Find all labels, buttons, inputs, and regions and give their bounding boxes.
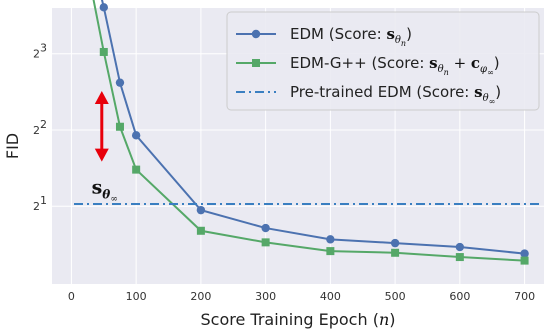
y-tick-exponent-4: 2 — [40, 118, 47, 131]
x-tick-label-600: 600 — [449, 290, 470, 303]
y-tick-label-8: 2 — [33, 48, 40, 61]
series-line-edm-gpp — [92, 0, 525, 262]
point-edm-100 — [131, 131, 141, 140]
y-axis-label: FID — [3, 133, 22, 159]
x-tick-label-400: 400 — [320, 290, 341, 303]
legend-marker-edm — [251, 29, 261, 39]
y-tick-labels: 21222324 — [33, 42, 47, 213]
legend: EDM (Score: sθn) EDM-G++ (Score: sθn + c… — [226, 11, 540, 111]
point-edm-50 — [99, 3, 108, 12]
legend-item-pretrained: Pre-trained EDM (Score: sθ∞) — [290, 83, 501, 106]
point-edm-300 — [261, 223, 270, 233]
legend-box — [226, 11, 540, 111]
x-tick-label-700: 700 — [514, 290, 535, 303]
x-axis-label-var: n — [379, 310, 389, 329]
x-tick-label-500: 500 — [385, 290, 406, 303]
point-edm-gpp-600 — [455, 253, 464, 262]
x-tick-labels: 0 100 200 300 400 500 600 700 — [68, 290, 535, 303]
y-tick-label-4: 2 — [33, 124, 40, 137]
point-edm-gpp-300 — [261, 238, 270, 247]
legend-marker-edm-gpp — [252, 59, 260, 67]
x-tick-label-100: 100 — [126, 290, 147, 303]
arrow-head-up — [94, 90, 109, 104]
y-tick-exponent-8: 3 — [40, 42, 47, 55]
x-axis-label-close: ) — [389, 310, 395, 329]
x-axis-label: Score Training Epoch (n) — [201, 310, 396, 329]
y-tick-label-2: 2 — [33, 200, 40, 213]
x-tick-label-300: 300 — [255, 290, 276, 303]
point-edm-700 — [520, 249, 529, 258]
point-edm-gpp-100 — [132, 165, 141, 174]
arrow-head-down — [94, 148, 109, 162]
point-edm-gpp-500 — [391, 248, 400, 257]
point-edm-gpp-400 — [326, 247, 335, 256]
point-edm-gpp-75 — [115, 122, 124, 131]
red-double-arrow — [94, 90, 109, 162]
point-edm-gpp-200 — [196, 226, 205, 235]
x-tick-label-0: 0 — [68, 290, 75, 303]
series-layer — [74, 0, 539, 265]
x-tick-label-200: 200 — [190, 290, 211, 303]
point-edm-gpp-50 — [99, 47, 108, 56]
point-edm-75 — [115, 78, 125, 87]
x-axis-label-main: Score Training Epoch ( — [201, 310, 379, 329]
point-edm-500 — [390, 238, 400, 248]
series-line-edm — [100, 0, 525, 255]
point-edm-400 — [326, 235, 335, 244]
legend-item-edm: EDM (Score: sθn) — [290, 25, 412, 48]
point-edm-gpp-700 — [520, 256, 529, 265]
y-tick-exponent-2: 1 — [40, 194, 47, 207]
point-edm-200 — [196, 205, 206, 215]
point-edm-600 — [455, 242, 465, 252]
legend-item-edm-gpp: EDM-G++ (Score: sθn + cφ∞) — [290, 54, 500, 77]
